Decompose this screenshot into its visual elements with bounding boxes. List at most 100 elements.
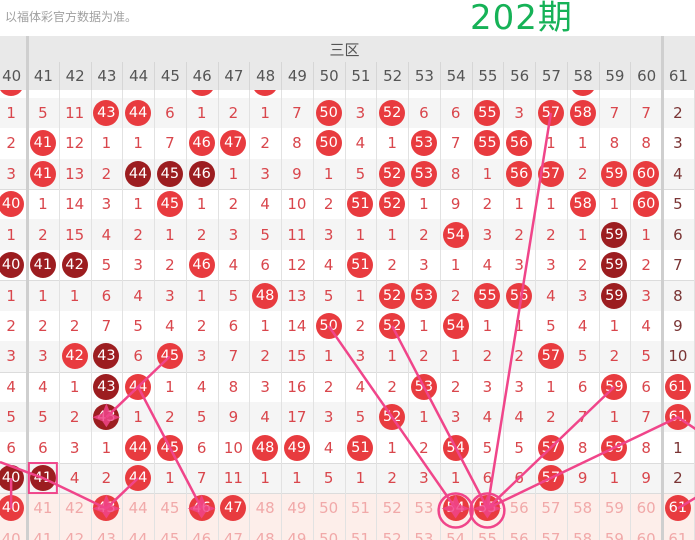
omission-count-cell: 57 xyxy=(541,499,561,518)
column-divider xyxy=(566,36,568,540)
omission-count-cell: 5 xyxy=(355,164,366,183)
drawn-number-cell: 55 xyxy=(472,493,504,523)
omission-count-cell: 1 xyxy=(196,104,207,122)
drawn-number-cell: 45 xyxy=(154,341,186,371)
drawn-number-cell: 43 xyxy=(91,493,123,523)
omission-count-cell: 47 xyxy=(223,529,243,540)
column-header-44: 44 xyxy=(122,62,154,90)
omission-count-cell: 9 xyxy=(673,316,683,335)
omission-count-cell: 2 xyxy=(101,164,112,183)
drawn-number-cell: 51 xyxy=(345,250,377,280)
omission-count-cell: 1 xyxy=(6,104,16,122)
omission-count-cell: 1 xyxy=(450,469,461,488)
zone-header: 三区 xyxy=(0,36,695,62)
omission-count-cell: 5 xyxy=(482,438,493,457)
drawn-number-cell: 44 xyxy=(122,463,154,493)
omission-count-cell: 2 xyxy=(546,225,556,244)
column-header-42: 42 xyxy=(58,62,91,90)
omission-count-cell: 9 xyxy=(228,408,239,427)
drawn-number-cell: 59 xyxy=(599,281,631,311)
drawn-number-cell: 52 xyxy=(376,402,408,432)
row-background xyxy=(0,158,695,190)
omission-count-cell: 1 xyxy=(292,469,302,488)
omission-count-cell: 1 xyxy=(260,469,270,488)
omission-count-cell: 6 xyxy=(38,438,48,457)
omission-count-cell: 3 xyxy=(482,377,493,396)
omission-count-cell: 6 xyxy=(260,256,270,275)
drawn-number-cell: 42 xyxy=(59,250,91,280)
omission-count-cell: 5 xyxy=(546,316,556,335)
period-label: 202期 xyxy=(470,0,573,38)
drawn-number-cell: 49 xyxy=(281,433,313,463)
drawn-number-cell: 41 xyxy=(27,250,59,280)
omission-count-cell: 1 xyxy=(69,286,80,305)
drawn-ball: 56 xyxy=(506,130,533,157)
omission-count-cell: 5 xyxy=(641,347,651,366)
zone-divider xyxy=(661,36,664,90)
drawn-ball: 52 xyxy=(379,160,406,187)
drawn-number-cell: 46 xyxy=(186,493,218,523)
column-header-59: 59 xyxy=(598,62,631,90)
drawn-number-cell: 48 xyxy=(249,281,281,311)
drawn-number-cell: 44 xyxy=(122,159,154,189)
drawn-number-cell: 61 xyxy=(662,372,694,402)
drawn-ball: 59 xyxy=(601,373,628,400)
omission-count-cell: 41 xyxy=(33,499,53,518)
omission-count-cell: 2 xyxy=(323,195,334,214)
drawn-ball: 44 xyxy=(125,100,152,126)
omission-count-cell: 7 xyxy=(577,408,588,427)
omission-count-cell: 4 xyxy=(482,256,493,275)
omission-count-cell: 10 xyxy=(287,195,307,214)
row-background xyxy=(0,219,695,250)
drawn-number-cell: 59 xyxy=(599,220,631,250)
drawn-ball: 44 xyxy=(125,465,152,492)
omission-count-cell: 1 xyxy=(323,164,334,183)
column-header-41: 41 xyxy=(27,62,59,90)
column-divider xyxy=(58,36,60,540)
drawn-number-cell: 47 xyxy=(218,493,250,523)
drawn-number-cell: 54 xyxy=(440,493,472,523)
drawn-number-cell: 40 xyxy=(0,463,27,493)
drawn-number-cell: 45 xyxy=(154,433,186,463)
omission-count-cell: 2 xyxy=(387,469,397,488)
omission-count-cell: 1 xyxy=(609,316,620,335)
omission-count-cell: 46 xyxy=(192,529,212,540)
row-background xyxy=(0,128,695,159)
drawn-ball: 50 xyxy=(315,100,342,126)
omission-count-cell: 2 xyxy=(673,469,683,488)
omission-count-cell: 15 xyxy=(65,225,85,244)
column-header-48: 48 xyxy=(249,62,281,90)
omission-count-cell: 6 xyxy=(482,469,493,488)
drawn-number-cell: 58 xyxy=(567,189,599,219)
omission-count-cell: 1 xyxy=(546,195,556,214)
column-divider xyxy=(344,36,346,540)
omission-count-cell: 1 xyxy=(387,347,397,366)
repeat-ball: 40 xyxy=(0,465,25,492)
drawn-ball: 57 xyxy=(537,343,564,370)
omission-count-cell: 2 xyxy=(196,316,207,335)
drawn-number-cell: 56 xyxy=(503,128,535,158)
omission-count-cell: 2 xyxy=(387,256,397,275)
omission-count-cell: 49 xyxy=(287,529,307,540)
omission-count-cell: 1 xyxy=(196,286,207,305)
drawn-number-cell: 61 xyxy=(662,402,694,432)
next-row-background xyxy=(0,523,695,540)
drawn-ball: 48 xyxy=(252,434,279,461)
omission-count-cell: 60 xyxy=(636,499,656,518)
repeat-ball: 43 xyxy=(93,373,120,400)
omission-count-cell: 4 xyxy=(546,286,556,305)
drawn-ball: 42 xyxy=(61,343,88,370)
drawn-number-cell: 61 xyxy=(662,493,694,523)
omission-count-cell: 3 xyxy=(546,256,556,275)
omission-count-cell: 11 xyxy=(287,225,307,244)
drawn-ball: 43 xyxy=(93,495,120,522)
drawn-ball: 53 xyxy=(410,160,437,187)
drawn-ball: 52 xyxy=(379,191,406,218)
drawn-ball: 51 xyxy=(347,252,374,279)
drawn-number-cell: 53 xyxy=(408,128,440,158)
omission-count-cell: 11 xyxy=(223,469,243,488)
omission-count-cell: 4 xyxy=(133,286,143,305)
drawn-number-cell: 57 xyxy=(535,463,567,493)
column-header-46: 46 xyxy=(185,62,218,90)
omission-count-cell: 6 xyxy=(419,104,429,122)
